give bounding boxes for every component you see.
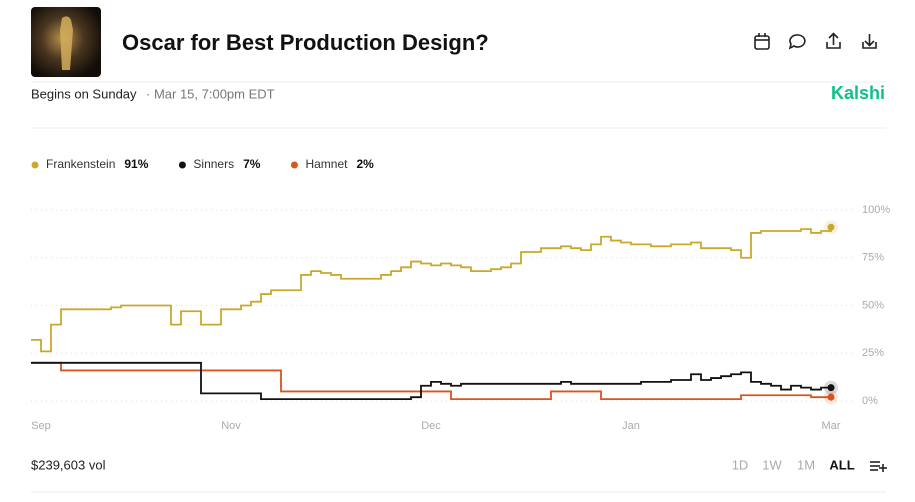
x-tick-label: Sep (31, 420, 51, 432)
x-tick-label: Nov (221, 420, 241, 432)
legend-dot (178, 161, 186, 169)
series-line (31, 361, 831, 400)
range-button[interactable]: 1D (732, 457, 749, 472)
legend-value: 2% (356, 157, 374, 171)
x-tick-label: Dec (421, 420, 441, 432)
series-line (31, 361, 831, 400)
download-icon[interactable] (862, 34, 877, 49)
x-tick-label: Mar (822, 420, 841, 432)
comment-icon[interactable] (788, 34, 806, 50)
y-tick-label: 50% (862, 299, 884, 311)
title: Oscar for Best Production Design? (122, 30, 489, 55)
series-line (31, 227, 832, 353)
share-icon[interactable] (826, 32, 841, 49)
statuette (60, 16, 73, 70)
y-tick-label: 100% (862, 204, 890, 216)
range-icon[interactable] (870, 461, 887, 472)
date: · Mar 15, 7:00pm EDT (146, 86, 275, 101)
legend-name: Frankenstein (46, 157, 115, 171)
end-dot (827, 393, 835, 401)
legend-value: 91% (124, 157, 148, 171)
y-tick-label: 0% (862, 395, 878, 407)
legend-dot (31, 161, 39, 169)
legend-dot (290, 161, 298, 169)
calendar-icon[interactable] (754, 33, 770, 50)
legend-name: Sinners (193, 157, 234, 171)
y-tick-label: 75% (862, 252, 884, 264)
begins: Begins on Sunday (31, 86, 137, 101)
range-button[interactable]: 1W (762, 457, 782, 472)
brand: Kalshi (831, 83, 885, 103)
y-tick-label: 25% (862, 347, 884, 359)
end-dot (827, 223, 835, 231)
legend-name: Hamnet (305, 157, 348, 171)
legend-value: 7% (243, 157, 261, 171)
range-button[interactable]: 1M (797, 457, 815, 472)
x-tick-label: Jan (622, 420, 640, 432)
toolbar (754, 32, 877, 50)
end-dot (827, 384, 835, 392)
range-button[interactable]: ALL (829, 457, 854, 472)
volume: $239,603 vol (31, 457, 106, 472)
